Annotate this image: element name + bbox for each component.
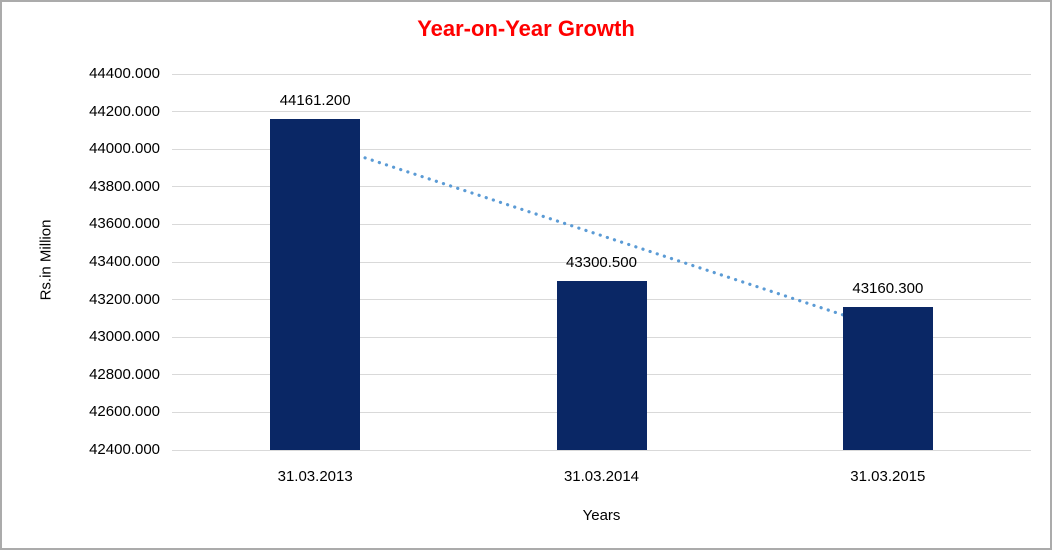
y-axis-tick-label: 44000.000: [89, 140, 160, 158]
bar-31.03.2013: [270, 118, 361, 450]
bar-31.03.2015: [842, 307, 933, 450]
y-axis-tick-label: 43800.000: [89, 177, 160, 195]
data-label: 43300.500: [566, 253, 637, 271]
data-label: 43160.300: [852, 280, 924, 298]
data-label: 44161.200: [279, 91, 351, 109]
chart-title: Year-on-Year Growth: [417, 16, 635, 41]
x-axis-tick-label: 31.03.2014: [563, 468, 640, 485]
y-axis-tick-label: 44200.000: [89, 102, 160, 120]
y-axis-tick-label: 42800.000: [89, 365, 160, 383]
y-axis-tick-label: 44400.000: [89, 65, 160, 82]
y-axis-tick-label: 43200.000: [89, 290, 160, 308]
bar-31.03.2014: [556, 280, 647, 450]
y-axis-tick-label: 43400.000: [89, 253, 160, 270]
gridline: [172, 111, 1031, 113]
y-axis-tick-label: 43600.000: [89, 215, 160, 233]
y-axis-tick-label: 42400.000: [89, 441, 160, 458]
y-axis-tick-label: 42600.000: [89, 403, 160, 421]
x-axis-tick-label: 31.03.2015: [850, 468, 926, 485]
gridline: [172, 73, 1031, 75]
gridline: [172, 449, 1031, 451]
x-axis-title: Years: [582, 507, 621, 524]
x-axis-tick-label: 31.03.2013: [277, 468, 353, 485]
y-axis-tick-label: 43000.000: [89, 328, 160, 346]
